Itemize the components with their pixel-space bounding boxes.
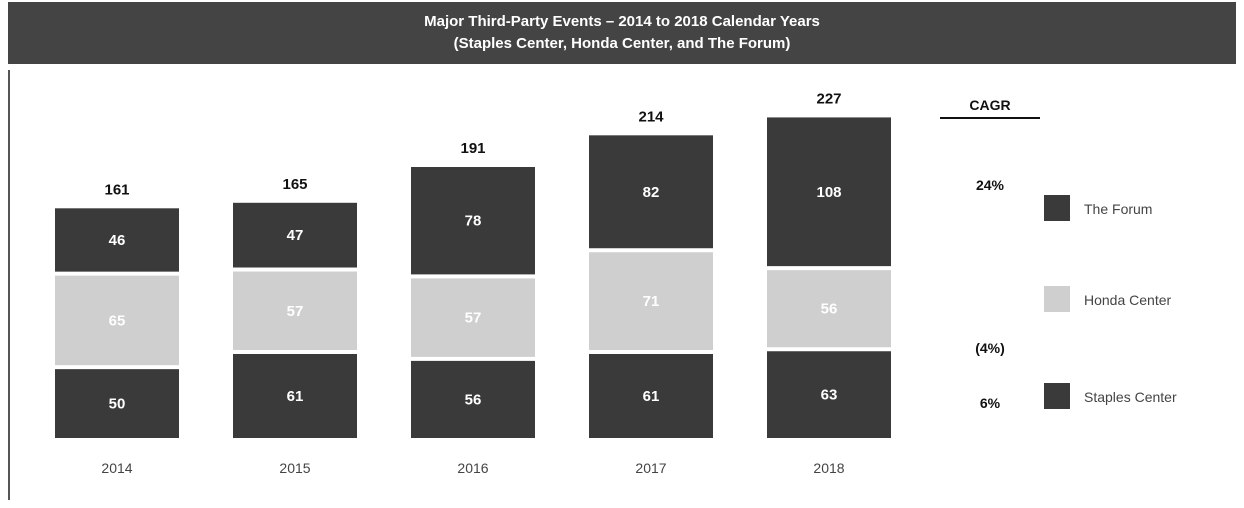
data-label-honda-center-2014: 65 [109,312,126,329]
legend-label-honda-center: Honda Center [1084,292,1172,308]
data-label-the-forum-2015: 47 [287,227,304,244]
data-label-the-forum-2018: 108 [816,184,841,201]
data-label-honda-center-2017: 71 [643,293,660,310]
bar-staples-center-2017 [589,354,713,438]
chart-subtitle: (Staples Center, Honda Center, and The F… [453,35,791,52]
legend-label-staples-center: Staples Center [1084,389,1177,405]
data-label-staples-center-2017: 61 [643,388,660,405]
total-label-2018: 227 [816,90,841,107]
data-label-the-forum-2017: 82 [643,184,660,201]
chart-title: Major Third-Party Events – 2014 to 2018 … [424,13,820,30]
cagr-header: CAGR [969,97,1010,113]
data-label-staples-center-2016: 56 [465,391,482,408]
bar-staples-center-2015 [233,354,357,438]
x-tick-label-2015: 2015 [279,460,310,476]
x-tick-label-2017: 2017 [635,460,666,476]
x-tick-label-2016: 2016 [457,460,488,476]
cagr-value-honda-center: (4%) [975,340,1005,356]
data-label-honda-center-2016: 57 [465,310,482,327]
total-label-2017: 214 [638,108,664,125]
legend-swatch-the-forum [1044,195,1070,221]
x-tick-label-2014: 2014 [101,460,132,476]
data-label-the-forum-2016: 78 [465,213,482,230]
legend-swatch-staples-center [1044,383,1070,409]
cagr-value-staples-center: 6% [980,395,1001,411]
legend-label-the-forum: The Forum [1084,201,1152,217]
bar-staples-center-2014 [55,369,179,438]
bar-honda-center-2017 [589,252,713,351]
bar-honda-center-2014 [55,275,179,366]
bar-honda-center-2018 [767,270,891,348]
bar-honda-center-2015 [233,271,357,351]
bar-honda-center-2016 [411,278,535,357]
data-label-honda-center-2018: 56 [821,301,838,318]
data-label-staples-center-2018: 63 [821,387,838,404]
bar-staples-center-2018 [767,351,891,438]
data-label-staples-center-2014: 50 [109,396,126,413]
bar-the-forum-2014 [55,208,179,272]
total-label-2016: 191 [460,140,485,157]
bar-the-forum-2016 [411,166,535,275]
data-label-staples-center-2015: 61 [287,388,304,405]
total-label-2015: 165 [282,176,307,193]
chart-title-bar: Major Third-Party Events – 2014 to 2018 … [8,2,1236,64]
bar-the-forum-2018 [767,117,891,267]
legend-swatch-honda-center [1044,286,1070,312]
x-tick-label-2018: 2018 [813,460,844,476]
bar-the-forum-2015 [233,202,357,268]
data-label-the-forum-2014: 46 [109,232,126,249]
bar-the-forum-2017 [589,135,713,249]
data-label-honda-center-2015: 57 [287,303,304,320]
total-label-2014: 161 [104,181,129,198]
bar-staples-center-2016 [411,360,535,438]
left-border-line [8,70,10,500]
cagr-value-the-forum: 24% [976,177,1005,193]
